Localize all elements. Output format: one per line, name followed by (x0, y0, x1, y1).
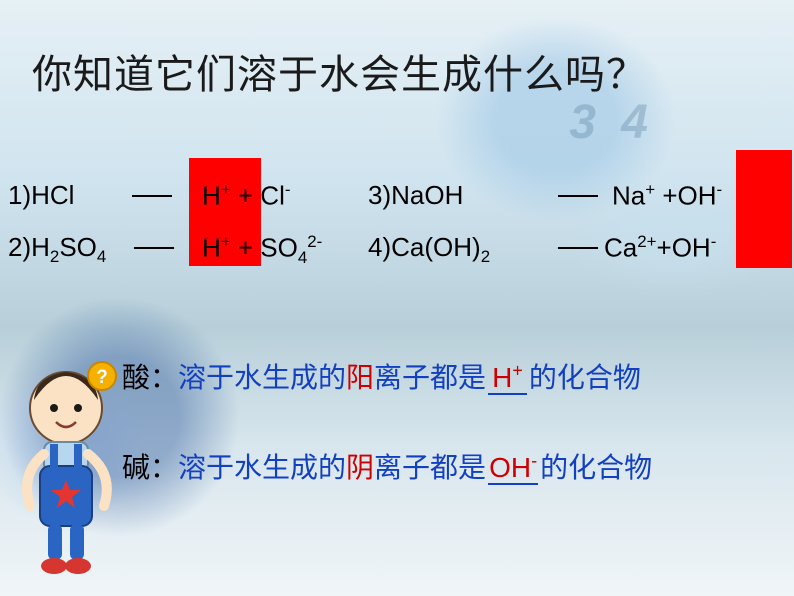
eq2-cation: H (202, 233, 221, 263)
acid-ion-type: 阳 (346, 362, 374, 393)
eq2-cation-charge: + (221, 232, 231, 251)
base-fill: OH- (488, 452, 538, 485)
eq3-arrow (558, 195, 598, 197)
eq3-cation-charge: + (645, 180, 655, 199)
eq1-anion-charge: - (285, 180, 291, 199)
red-highlight-anion-right (736, 150, 792, 268)
eq2-anion-charge: 2- (307, 232, 322, 251)
eq3-plus: + (655, 181, 677, 211)
base-mid: 离子都是 (374, 452, 486, 483)
acid-fill-charge: + (512, 361, 523, 381)
svg-text:?: ? (96, 367, 108, 388)
eq4-caoh: Ca(OH) (391, 232, 481, 262)
eq2-h: H (31, 232, 50, 262)
eq1-anion: Cl (260, 181, 285, 211)
eq1-arrow (132, 195, 172, 197)
eq1-cation: H (202, 181, 221, 211)
acid-post: 的化合物 (529, 362, 641, 393)
eq3-rhs: Na+ +OH- (612, 180, 722, 212)
base-fill-text: OH (489, 452, 531, 483)
slide-title: 你知道它们溶于水会生成什么吗？ (32, 42, 647, 100)
eq2-anion-sub: 4 (298, 248, 307, 267)
eq2-rhs: H+ + SO42- (202, 232, 322, 268)
eq3-anion: OH (678, 181, 717, 211)
acid-label: 酸： (122, 362, 178, 393)
eq2-so-sub: 4 (97, 247, 106, 266)
base-label: 碱： (122, 452, 178, 483)
base-fill-charge: - (531, 451, 537, 471)
eq4-cation-charge: 2+ (637, 232, 656, 251)
eq3-cation: Na (612, 181, 645, 211)
eq3-index: 3) (368, 180, 391, 210)
eq4-cation: Ca (604, 233, 637, 263)
eq2-so: SO (59, 232, 97, 262)
acid-fill-text: H (492, 362, 512, 393)
definition-acid: 酸：溶于水生成的阳离子都是H+的化合物 (122, 358, 641, 397)
eq4-anion-charge: - (711, 232, 717, 251)
eq4-anion: OH (672, 233, 711, 263)
cartoon-boy-icon: ? (14, 358, 118, 578)
eq1-lhs: 1)HCl (8, 180, 74, 211)
eq4-arrow (558, 247, 598, 249)
eq4-plus: + (657, 233, 672, 263)
eq2-arrow (134, 247, 174, 249)
base-post: 的化合物 (540, 452, 652, 483)
eq1-formula: HCl (31, 180, 74, 210)
eq2-anion: SO (260, 233, 298, 263)
eq4-index: 4) (368, 232, 391, 262)
eq1-index: 1) (8, 180, 31, 210)
eq1-cation-charge: + (221, 180, 231, 199)
eq2-h-sub: 2 (50, 247, 59, 266)
eq4-sub: 2 (481, 247, 490, 266)
eq1-rhs: H+ + Cl- (202, 180, 290, 212)
definition-base: 碱：溶于水生成的阴离子都是OH-的化合物 (122, 448, 652, 487)
eq1-plus: + (231, 181, 261, 211)
eq3-lhs: 3)NaOH (368, 180, 463, 211)
acid-fill: H+ (488, 362, 527, 395)
eq3-formula: NaOH (391, 180, 463, 210)
eq2-plus: + (231, 233, 261, 263)
eq2-lhs: 2)H2SO4 (8, 232, 106, 267)
slide-content: 你知道它们溶于水会生成什么吗？ 1)HCl H+ + Cl- 3)NaOH Na… (0, 0, 794, 596)
eq4-rhs: Ca2++OH- (604, 232, 716, 264)
eq2-index: 2) (8, 232, 31, 262)
acid-pre: 溶于水生成的 (178, 362, 346, 393)
base-pre: 溶于水生成的 (178, 452, 346, 483)
eq3-anion-charge: - (717, 180, 723, 199)
eq4-lhs: 4)Ca(OH)2 (368, 232, 490, 267)
base-ion-type: 阴 (346, 452, 374, 483)
acid-mid: 离子都是 (374, 362, 486, 393)
